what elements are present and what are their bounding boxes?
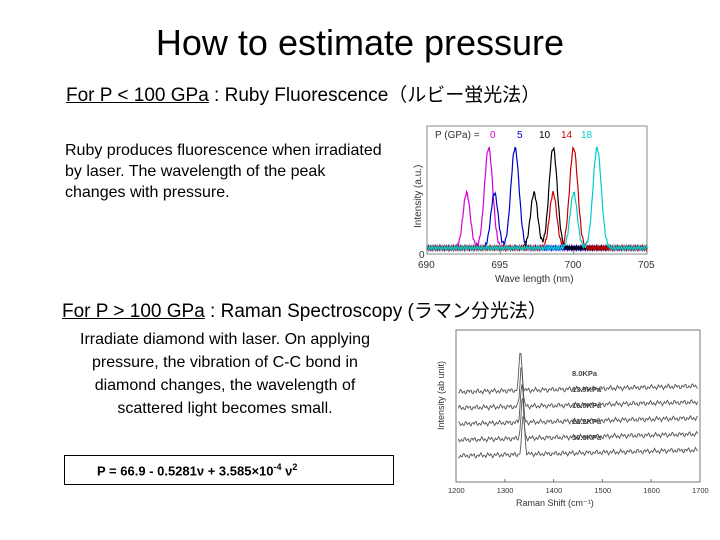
ruby-xlabel: Wave length (nm) xyxy=(495,274,574,285)
ruby-fluorescence-chart: P (GPa) = 0 5 10 14 18 Intensity (a.u.) 0 69… xyxy=(413,125,655,285)
ruby-curve-5 xyxy=(426,146,648,253)
formula-exponent-2: 2 xyxy=(292,462,298,472)
raman-x-tick-label: 1500 xyxy=(594,486,611,495)
ruby-curve-18 xyxy=(426,146,648,253)
raman-curve xyxy=(458,352,698,395)
ruby-pressure-14: 14 xyxy=(561,130,573,141)
raman-x-tick-label: 1400 xyxy=(546,486,563,495)
raman-curve xyxy=(457,396,699,443)
raman-xlabel: Raman Shift (cm⁻¹) xyxy=(516,498,594,508)
raman-curve xyxy=(458,384,698,427)
raman-x-tick-label: 1300 xyxy=(497,486,514,495)
formula-main: P = 66.9 - 0.5281ν + 3.585×10 xyxy=(97,463,274,479)
ruby-pressure-18: 18 xyxy=(581,130,593,141)
raman-curve-label: 16.0KPa xyxy=(572,401,602,410)
ruby-curves xyxy=(426,146,648,253)
ruby-curve-0 xyxy=(426,146,648,253)
raman-heading-method: : Raman Spectroscopy (ラマン分光法） xyxy=(204,301,547,322)
raman-curve-label: 22.2KPa xyxy=(572,417,602,426)
ruby-pressure-5: 5 xyxy=(517,130,523,141)
raman-curve-label: 8.0KPa xyxy=(572,369,598,378)
raman-x-tick-label: 1200 xyxy=(448,486,465,495)
ruby-x-ticks: 690 695 700 705 xyxy=(418,250,655,271)
raman-heading-condition: For P > 100 GPa xyxy=(62,301,205,322)
ruby-description: Ruby produces fluorescence when irradiat… xyxy=(65,142,382,201)
raman-description: Irradiate diamond with laser. On applyin… xyxy=(80,331,370,417)
ruby-y-zero: 0 xyxy=(419,250,425,261)
ruby-heading: For P < 100 GPa : Ruby Fluorescence（ルビー蛍… xyxy=(66,80,540,107)
raman-curve-labels: 8.0KPa 13.9KPa 16.0KPa 22.2KPa 30.0KPa xyxy=(572,369,602,442)
ruby-curve-10 xyxy=(426,146,648,253)
raman-curve-label: 13.9KPa xyxy=(572,385,602,394)
page-title: How to estimate pressure xyxy=(155,22,565,63)
raman-ylabel: Intensity (ab unit) xyxy=(436,361,446,430)
raman-curve xyxy=(457,366,699,412)
ruby-heading-condition: For P < 100 GPa xyxy=(66,85,209,106)
raman-curve xyxy=(458,415,698,459)
raman-heading: For P > 100 GPa : Raman Spectroscopy (ラマ… xyxy=(62,296,547,323)
pressure-formula: P = 66.9 - 0.5281ν + 3.585×10-4 ν2 xyxy=(64,455,394,485)
ruby-x-tick-label: 690 xyxy=(418,260,435,271)
ruby-x-tick-label: 695 xyxy=(491,260,508,271)
ruby-plot-frame xyxy=(426,125,648,255)
raman-curve-label: 30.0KPa xyxy=(572,433,602,442)
ruby-pressure-label: P (GPa) = xyxy=(435,130,480,141)
ruby-heading-method: : Ruby Fluorescence（ルビー蛍光法） xyxy=(208,85,541,106)
ruby-pressure-values: 0 5 10 14 18 xyxy=(490,130,593,141)
raman-x-ticks: 1200 1300 1400 1500 1600 1700 xyxy=(448,479,709,495)
raman-spectrum-chart: Intensity (ab unit) 8.0KPa 13.9KPa 16.0KPa… xyxy=(436,329,709,508)
raman-x-tick-label: 1600 xyxy=(643,486,660,495)
raman-plot-frame xyxy=(455,329,701,483)
formula-tail: ν xyxy=(281,463,293,479)
ruby-x-tick-label: 705 xyxy=(638,260,655,271)
formula-exponent: -4 xyxy=(273,462,282,472)
ruby-x-tick-label: 700 xyxy=(565,260,582,271)
raman-curves xyxy=(457,352,699,459)
ruby-ylabel: Intensity (a.u.) xyxy=(413,165,424,228)
ruby-pressure-0: 0 xyxy=(490,130,496,141)
ruby-pressure-10: 10 xyxy=(539,130,551,141)
ruby-curve-14 xyxy=(426,146,648,253)
raman-x-tick-label: 1700 xyxy=(692,486,709,495)
